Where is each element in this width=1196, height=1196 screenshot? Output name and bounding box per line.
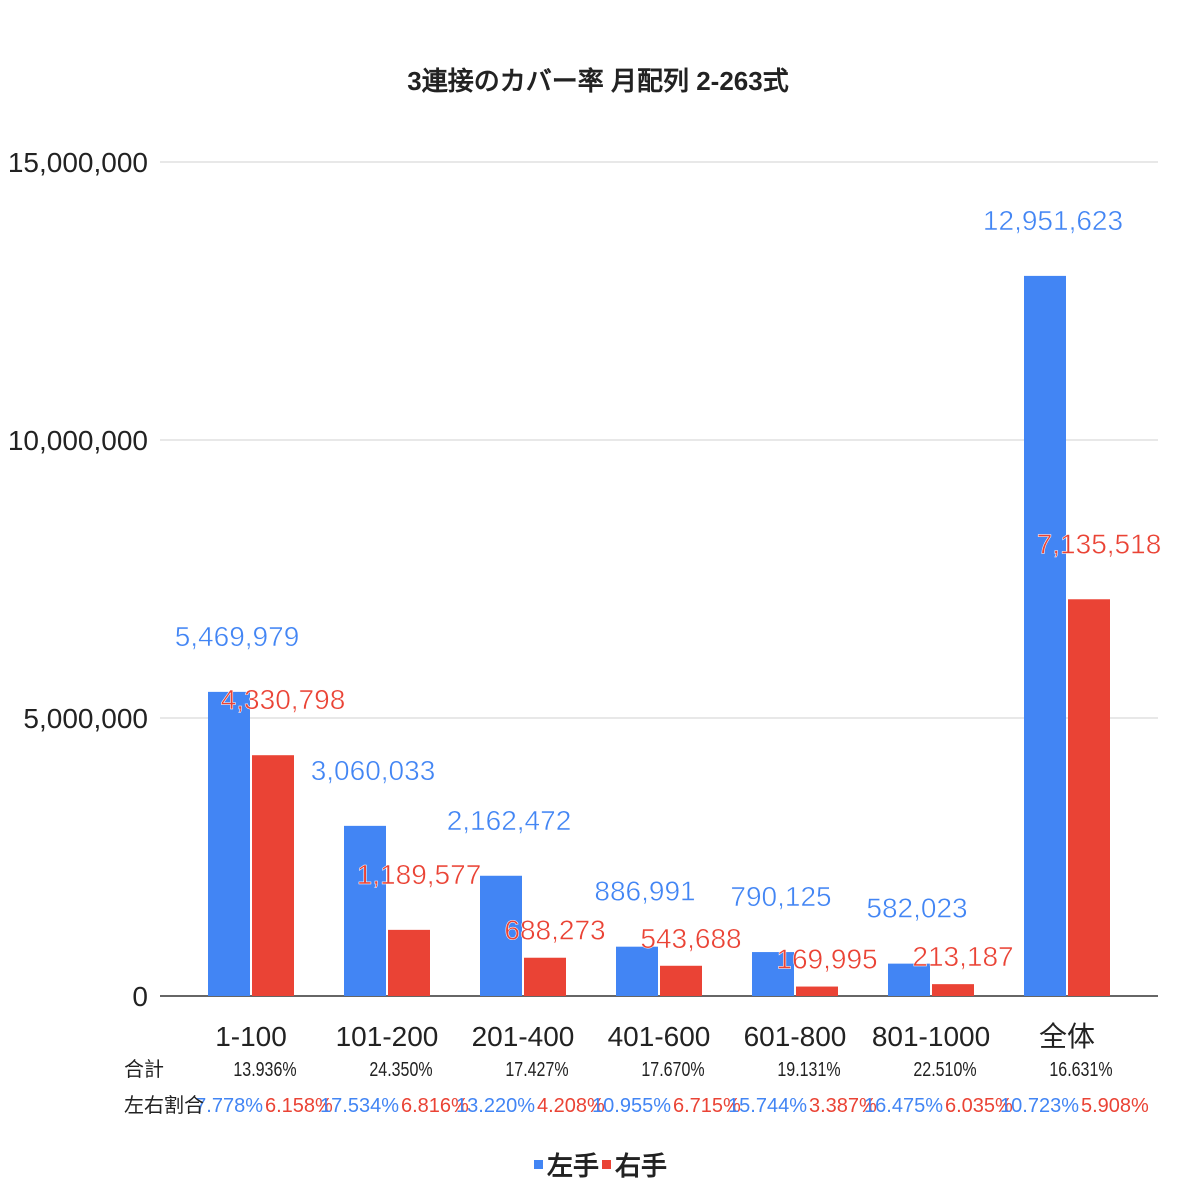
left-ratio: 13.220% — [456, 1095, 535, 1117]
data-label: 543,688 — [640, 923, 741, 954]
bar-right — [796, 986, 838, 996]
bar-right — [524, 957, 566, 996]
data-label: 790,125 — [730, 881, 831, 912]
total-percent: 24.350% — [369, 1058, 432, 1080]
total-percent: 17.427% — [505, 1058, 568, 1080]
left-ratio: 10.955% — [592, 1095, 671, 1117]
bar-right — [388, 929, 430, 996]
data-label: 1,189,577 — [357, 859, 482, 890]
bar-left — [1024, 275, 1066, 996]
right-ratio: 3.387% — [809, 1095, 877, 1117]
chart-title: 3連接のカバー率 月配列 2-263式 — [407, 66, 788, 96]
right-ratio: 6.035% — [945, 1095, 1013, 1117]
bar-right — [1068, 599, 1110, 996]
total-percent: 17.670% — [641, 1058, 704, 1080]
right-ratio: 5.908% — [1081, 1095, 1149, 1117]
x-tick-label: 801-1000 — [872, 1021, 990, 1052]
data-label: 582,023 — [866, 893, 967, 924]
total-percent: 13.936% — [233, 1058, 296, 1080]
data-label: 12,951,623 — [983, 205, 1123, 236]
right-ratio: 4.208% — [537, 1095, 605, 1117]
data-label: 169,995 — [776, 944, 877, 975]
bar-left — [344, 825, 386, 996]
left-ratio: 10.723% — [1000, 1095, 1079, 1117]
x-tick-label: 601-800 — [744, 1021, 847, 1052]
bar-left — [616, 946, 658, 996]
legend-label: 左手 — [547, 1151, 599, 1181]
total-percent: 19.131% — [777, 1058, 840, 1080]
total-row-label: 合計 — [124, 1058, 164, 1081]
left-ratio: 16.475% — [864, 1095, 943, 1117]
left-ratio: 15.744% — [728, 1095, 807, 1117]
bar-right — [932, 984, 974, 996]
x-tick-label: 101-200 — [336, 1021, 439, 1052]
x-tick-label: 201-400 — [472, 1021, 575, 1052]
bar-right — [252, 755, 294, 996]
ratio-row-label: 左右割合 — [124, 1094, 204, 1117]
total-percent: 22.510% — [913, 1058, 976, 1080]
bar-right — [660, 965, 702, 996]
data-label: 3,060,033 — [311, 755, 436, 786]
x-tick-label: 1-100 — [215, 1021, 287, 1052]
bar-left — [480, 875, 522, 996]
y-tick-label: 10,000,000 — [8, 425, 148, 456]
data-label: 213,187 — [912, 941, 1013, 972]
right-ratio: 6.816% — [401, 1095, 469, 1117]
data-label: 7,135,518 — [1037, 528, 1162, 559]
total-percent: 16.631% — [1049, 1058, 1112, 1080]
legend-label: 右手 — [615, 1151, 667, 1181]
bar-left — [752, 952, 794, 996]
data-label: 5,469,979 — [175, 621, 300, 652]
y-tick-label: 0 — [132, 981, 148, 1012]
right-ratio: 6.158% — [265, 1095, 333, 1117]
x-tick-label: 401-600 — [608, 1021, 711, 1052]
data-label: 4,330,798 — [221, 684, 346, 715]
y-tick-label: 15,000,000 — [8, 147, 148, 178]
legend-swatch-left — [534, 1160, 543, 1169]
right-ratio: 6.715% — [673, 1095, 741, 1117]
y-tick-label: 5,000,000 — [23, 703, 148, 734]
bar-left — [888, 963, 930, 996]
x-tick-label: 全体 — [1039, 1021, 1095, 1052]
data-label: 2,162,472 — [447, 805, 572, 836]
data-label: 886,991 — [594, 876, 695, 907]
bar-left — [208, 691, 250, 996]
legend-swatch-right — [602, 1160, 611, 1169]
left-ratio: 17.534% — [320, 1095, 399, 1117]
data-label: 688,273 — [504, 915, 605, 946]
left-ratio: 7.778% — [195, 1095, 263, 1117]
